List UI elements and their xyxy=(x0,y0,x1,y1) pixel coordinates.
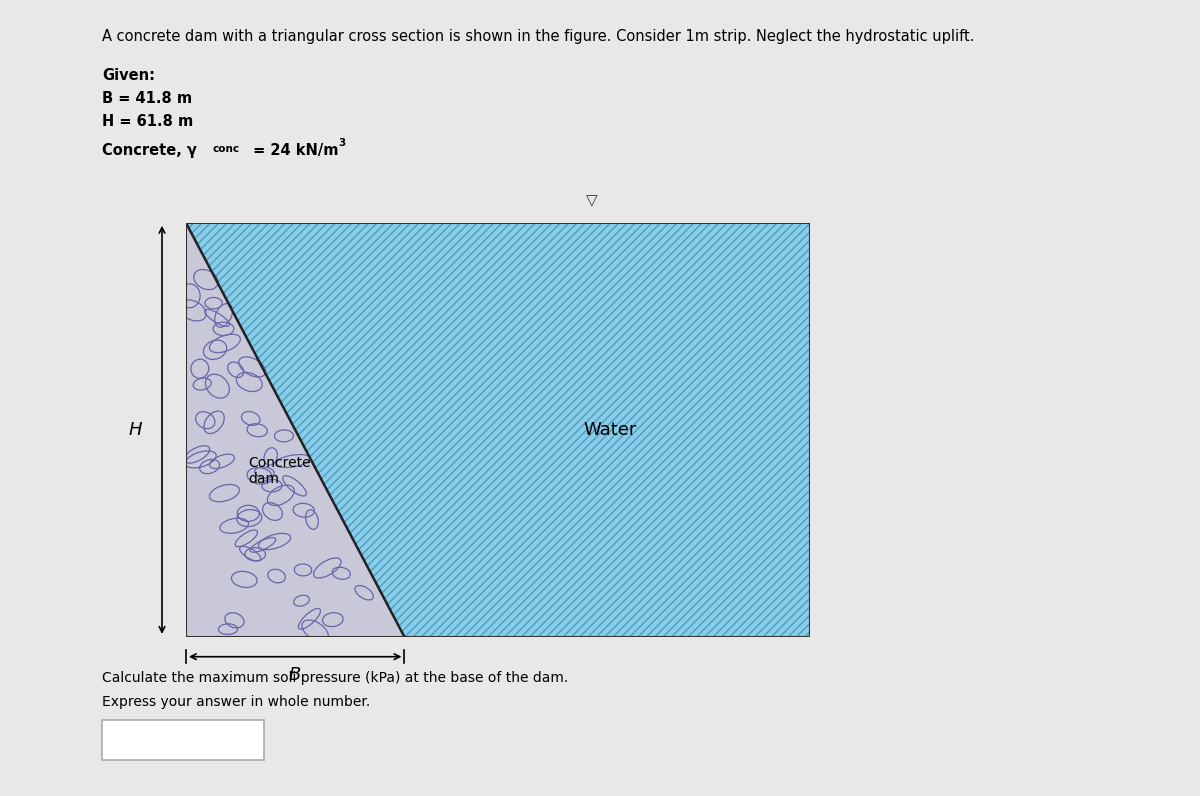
Polygon shape xyxy=(186,223,810,637)
Text: A concrete dam with a triangular cross section is shown in the figure. Consider : A concrete dam with a triangular cross s… xyxy=(102,29,974,45)
Text: = 24 kN/m: = 24 kN/m xyxy=(248,143,338,158)
Polygon shape xyxy=(186,223,404,637)
Text: Given:: Given: xyxy=(102,68,155,83)
Text: Concrete
dam: Concrete dam xyxy=(248,456,311,486)
Text: Calculate the maximum soli pressure (kPa) at the base of the dam.: Calculate the maximum soli pressure (kPa… xyxy=(102,671,569,685)
Text: B: B xyxy=(289,666,301,685)
Text: H = 61.8 m: H = 61.8 m xyxy=(102,114,193,129)
Text: H: H xyxy=(128,421,143,439)
Text: B = 41.8 m: B = 41.8 m xyxy=(102,91,192,106)
Text: Water: Water xyxy=(583,421,637,439)
Text: ▽: ▽ xyxy=(586,193,598,209)
Text: 3: 3 xyxy=(338,138,346,148)
FancyBboxPatch shape xyxy=(102,720,264,760)
Text: conc: conc xyxy=(212,144,240,154)
Text: Concrete, γ: Concrete, γ xyxy=(102,143,197,158)
Text: Express your answer in whole number.: Express your answer in whole number. xyxy=(102,695,371,709)
